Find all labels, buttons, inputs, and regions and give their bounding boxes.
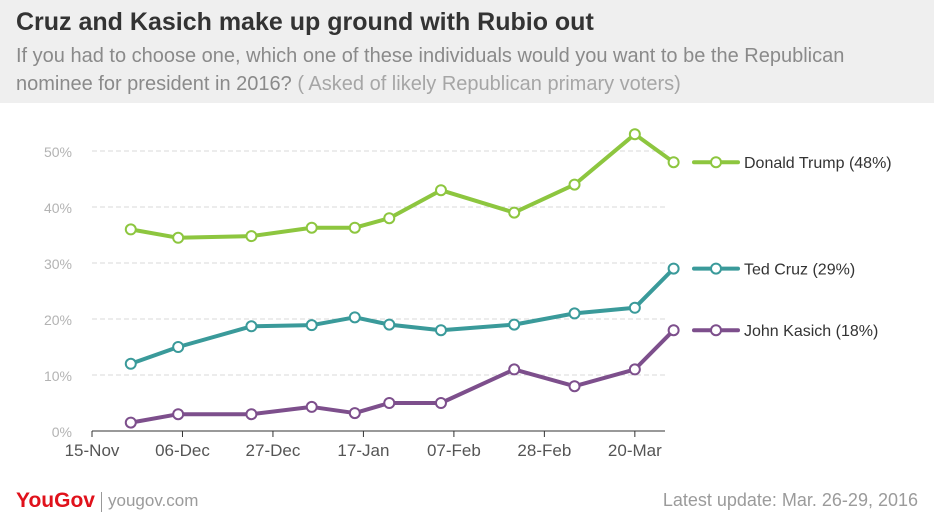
data-point <box>172 341 185 353</box>
data-point <box>348 407 361 420</box>
update-date: Latest update: Mar. 26-29, 2016 <box>662 490 918 510</box>
series-line <box>128 328 676 425</box>
data-point <box>124 223 137 236</box>
chart-title: Cruz and Kasich make up ground with Rubi… <box>16 8 594 36</box>
series-line <box>128 266 676 366</box>
y-tick-label: 30% <box>44 256 72 272</box>
footer-divider <box>101 492 102 512</box>
x-tick-label: 20-Mar <box>608 441 662 460</box>
data-point <box>568 380 581 393</box>
data-point <box>434 324 447 337</box>
data-point <box>628 363 641 376</box>
data-point <box>305 319 318 332</box>
data-point <box>124 357 137 370</box>
data-point <box>434 397 447 409</box>
subtitle-question: If you had to choose one, which one of t… <box>16 45 845 95</box>
chart-header: Cruz and Kasich make up ground with Rubi… <box>0 0 934 103</box>
y-tick-label: 40% <box>44 200 72 216</box>
data-point <box>124 416 137 429</box>
data-point <box>172 231 185 244</box>
legend-label: Donald Trump (48%) <box>744 155 892 172</box>
website-link[interactable]: yougov.com <box>108 491 199 510</box>
data-point <box>348 221 361 234</box>
x-tick-label: 17-Jan <box>337 441 389 460</box>
data-point <box>383 397 396 409</box>
data-point <box>568 307 581 320</box>
chart-footer: YouGov yougov.com Latest update: Mar. 26… <box>0 483 934 520</box>
data-point <box>245 320 258 333</box>
data-point <box>383 212 396 225</box>
data-point <box>667 324 680 337</box>
data-point <box>628 301 641 314</box>
data-point <box>508 318 521 331</box>
data-point <box>667 262 680 275</box>
y-tick-label: 0% <box>52 424 72 440</box>
y-tick-label: 20% <box>44 312 72 328</box>
legend-marker <box>710 262 722 275</box>
subtitle-note: ( Asked of likely Republican primary vot… <box>297 73 681 95</box>
data-point <box>667 156 680 169</box>
data-point <box>568 178 581 191</box>
legend-label: John Kasich (18%) <box>744 323 878 340</box>
data-point <box>305 400 318 413</box>
x-tick-label: 28-Feb <box>517 441 571 460</box>
legend-marker <box>710 156 722 169</box>
x-tick-label: 15-Nov <box>65 441 120 460</box>
y-tick-label: 50% <box>44 144 72 160</box>
x-tick-label: 07-Feb <box>427 441 481 460</box>
x-tick-label: 27-Dec <box>246 441 301 460</box>
data-point <box>305 221 318 234</box>
x-tick-label: 06-Dec <box>155 441 210 460</box>
yougov-logo: YouGov <box>16 489 95 513</box>
legend-marker <box>710 324 722 337</box>
data-point <box>245 408 258 421</box>
data-point <box>348 311 361 324</box>
data-point <box>508 206 521 219</box>
data-point <box>172 408 185 421</box>
legend-label: Ted Cruz (29%) <box>744 262 855 279</box>
data-point <box>628 128 641 141</box>
line-chart: 0% 10% 20% 30% 40% 50% 15-Nov 06-Dec 27-Dec 17-Ja… <box>44 128 892 460</box>
data-point <box>383 318 396 331</box>
data-point <box>245 230 258 243</box>
y-tick-label: 10% <box>44 368 72 384</box>
data-point <box>434 184 447 197</box>
logo-text: YouGov <box>16 489 95 512</box>
series-line <box>128 132 676 240</box>
chart-subtitle: If you had to choose one, which one of t… <box>16 42 916 98</box>
data-point <box>508 363 521 376</box>
